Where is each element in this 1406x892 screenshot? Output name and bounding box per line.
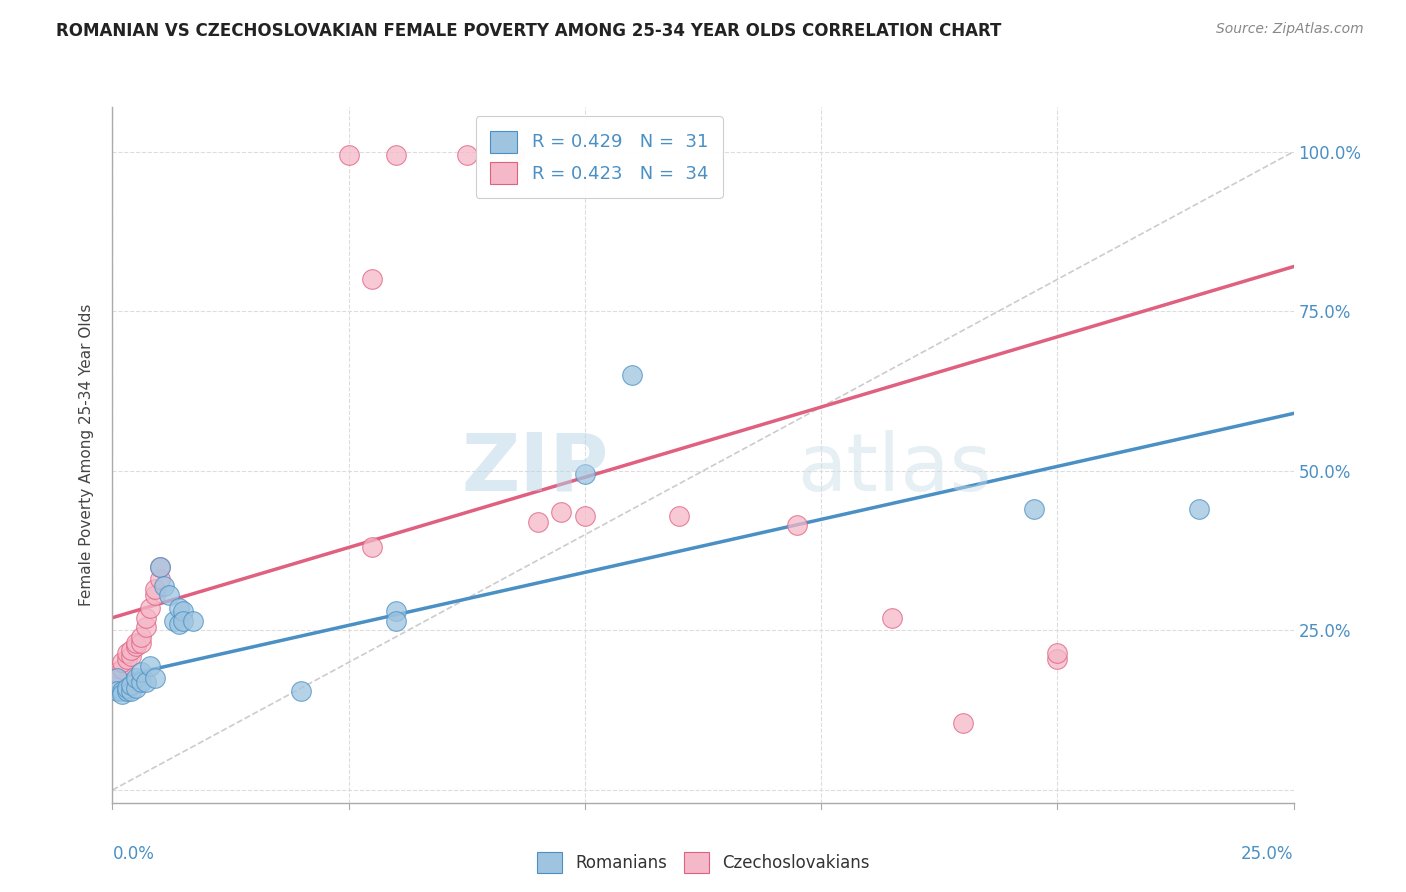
Point — [786, 518, 808, 533]
Point — [1046, 652, 1069, 666]
Y-axis label: Female Poverty Among 25-34 Year Olds: Female Poverty Among 25-34 Year Olds — [79, 304, 94, 606]
Point — [290, 684, 312, 698]
Point — [149, 559, 172, 574]
Point — [105, 671, 128, 685]
Point — [503, 148, 526, 162]
Point — [139, 601, 162, 615]
Point — [149, 559, 172, 574]
Point — [172, 604, 194, 618]
Point — [115, 684, 138, 698]
Point — [111, 662, 134, 676]
Point — [129, 636, 152, 650]
Point — [163, 614, 186, 628]
Point — [129, 665, 152, 679]
Text: atlas: atlas — [797, 430, 991, 508]
Point — [111, 656, 134, 670]
Point — [120, 678, 142, 692]
Text: ZIP: ZIP — [461, 430, 609, 508]
Point — [143, 671, 166, 685]
Point — [115, 652, 138, 666]
Point — [385, 148, 408, 162]
Point — [952, 716, 974, 731]
Point — [129, 674, 152, 689]
Text: 0.0%: 0.0% — [112, 845, 155, 863]
Point — [115, 681, 138, 695]
Point — [135, 610, 157, 624]
Point — [167, 617, 190, 632]
Point — [167, 601, 190, 615]
Point — [143, 582, 166, 596]
Point — [139, 658, 162, 673]
Point — [385, 614, 408, 628]
Point — [550, 505, 572, 519]
Point — [125, 636, 148, 650]
Point — [1046, 646, 1069, 660]
Point — [181, 614, 204, 628]
Point — [115, 646, 138, 660]
Text: ROMANIAN VS CZECHOSLOVAKIAN FEMALE POVERTY AMONG 25-34 YEAR OLDS CORRELATION CHA: ROMANIAN VS CZECHOSLOVAKIAN FEMALE POVER… — [56, 22, 1001, 40]
Point — [1022, 502, 1045, 516]
Text: Source: ZipAtlas.com: Source: ZipAtlas.com — [1216, 22, 1364, 37]
Point — [621, 368, 644, 383]
Point — [125, 681, 148, 695]
Point — [668, 508, 690, 523]
Point — [111, 684, 134, 698]
Point — [456, 148, 478, 162]
Point — [120, 642, 142, 657]
Point — [111, 687, 134, 701]
Point — [361, 272, 384, 286]
Legend: R = 0.429   N =  31, R = 0.423   N =  34: R = 0.429 N = 31, R = 0.423 N = 34 — [475, 116, 723, 198]
Point — [129, 630, 152, 644]
Point — [105, 671, 128, 685]
Point — [574, 467, 596, 481]
Point — [526, 515, 548, 529]
Point — [125, 640, 148, 654]
Point — [337, 148, 360, 162]
Point — [135, 674, 157, 689]
Point — [574, 508, 596, 523]
Point — [125, 671, 148, 685]
Point — [385, 604, 408, 618]
Point — [361, 541, 384, 555]
Point — [105, 684, 128, 698]
Point — [172, 614, 194, 628]
Point — [1188, 502, 1211, 516]
Text: 25.0%: 25.0% — [1241, 845, 1294, 863]
Point — [120, 684, 142, 698]
Point — [157, 588, 180, 602]
Point — [153, 579, 176, 593]
Point — [149, 573, 172, 587]
Point — [143, 588, 166, 602]
Point — [105, 665, 128, 679]
Point — [135, 620, 157, 634]
Point — [120, 648, 142, 663]
Point — [880, 610, 903, 624]
Legend: Romanians, Czechoslovakians: Romanians, Czechoslovakians — [530, 846, 876, 880]
